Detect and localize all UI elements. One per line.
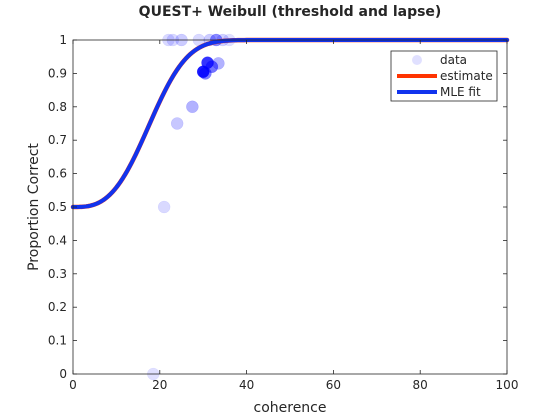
y-tick-label: 0.1	[48, 334, 67, 348]
y-tick-label: 0.2	[48, 300, 67, 314]
y-tick-label: 0.9	[48, 66, 67, 80]
x-tick-label: 40	[239, 378, 254, 392]
x-tick-label: 80	[413, 378, 428, 392]
y-tick-label: 1	[59, 33, 67, 47]
y-tick-label: 0.6	[48, 167, 67, 181]
data-point	[170, 117, 184, 130]
chart-title: QUEST+ Weibull (threshold and lapse)	[139, 4, 442, 20]
y-tick-label: 0.3	[48, 267, 67, 281]
y-tick-label: 0.5	[48, 200, 67, 214]
data-point	[205, 60, 219, 73]
legend-label: MLE fit	[440, 85, 481, 99]
legend: data estimate MLE fit	[390, 50, 498, 102]
x-tick-label: 60	[326, 378, 341, 392]
y-axis-label: Proportion Correct	[26, 143, 42, 271]
legend-label: estimate	[440, 69, 493, 83]
data-point	[212, 57, 225, 70]
y-tick-label: 0.8	[48, 100, 67, 114]
legend-label: data	[440, 53, 467, 67]
y-tick-label: 0.7	[48, 133, 67, 147]
x-tick-label: 20	[152, 378, 167, 392]
x-axis-label: coherence	[254, 400, 327, 416]
axes-layer: 0 20 40 60 80 100 0 0.1 0.2 0.3 0.4 0.5 0.6 0.7 0.8 0.9…	[48, 33, 519, 392]
x-tick-label: 0	[69, 378, 77, 392]
x-tick-label: 100	[496, 378, 519, 392]
y-tick-label: 0	[59, 367, 67, 381]
legend-marker-data	[412, 55, 422, 65]
y-tick-label: 0.4	[48, 233, 67, 247]
data-point	[157, 200, 171, 214]
data-point	[186, 100, 199, 114]
